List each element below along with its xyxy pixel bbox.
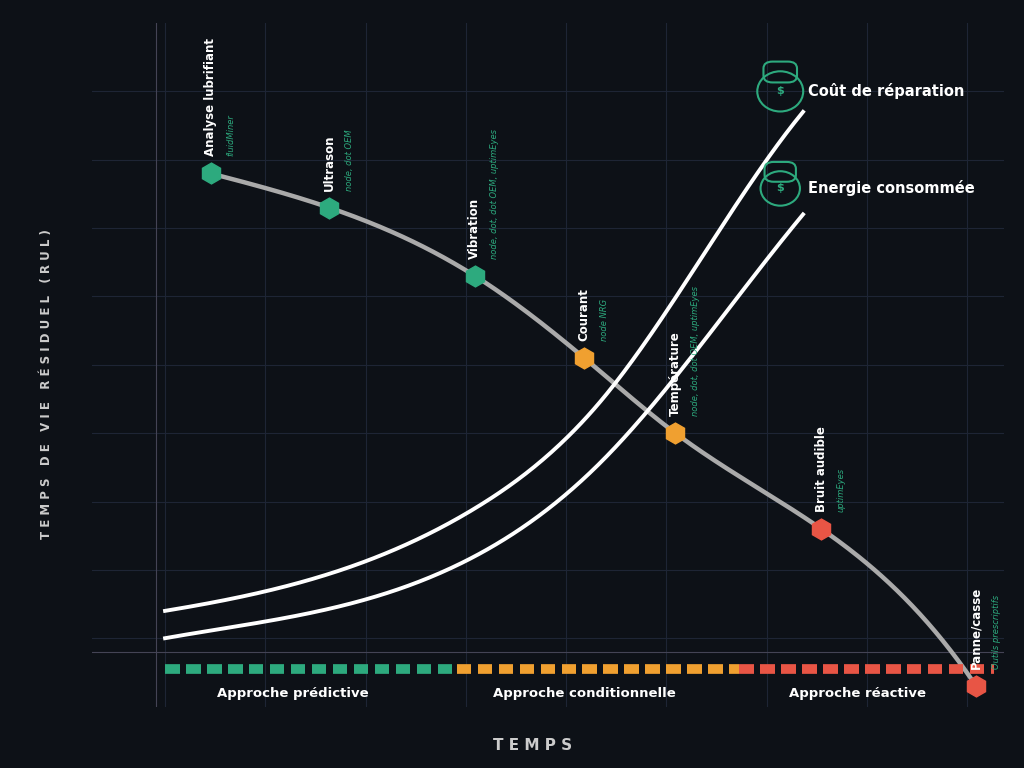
Text: T E M P S: T E M P S xyxy=(493,737,572,753)
Text: Analyse lubrifiant: Analyse lubrifiant xyxy=(204,38,217,157)
Text: Outils prescriptifs: Outils prescriptifs xyxy=(991,595,1000,669)
Text: Energie consommée: Energie consommée xyxy=(808,180,974,197)
Text: fluidMiner: fluidMiner xyxy=(226,114,236,157)
Text: node, dot OEM: node, dot OEM xyxy=(345,129,353,190)
Text: T E M P S   D E   V I E   R É S I D U E L   ( R U L ): T E M P S D E V I E R É S I D U E L ( R … xyxy=(40,229,52,539)
Text: node, dot, dot OEM, uptimEyes: node, dot, dot OEM, uptimEyes xyxy=(691,286,700,416)
Text: Panne/casse: Panne/casse xyxy=(970,587,983,669)
Text: Courant: Courant xyxy=(578,288,591,341)
Text: Approche réactive: Approche réactive xyxy=(790,687,926,700)
Text: Approche prédictive: Approche prédictive xyxy=(217,687,369,700)
Text: uptimEyes: uptimEyes xyxy=(837,468,846,511)
Text: node NRG: node NRG xyxy=(600,299,609,341)
Text: Approche conditionnelle: Approche conditionnelle xyxy=(493,687,676,700)
Text: $: $ xyxy=(776,86,784,97)
Text: Température: Température xyxy=(669,331,682,416)
Text: node, dot, dot OEM, uptimEyes: node, dot, dot OEM, uptimEyes xyxy=(490,129,500,259)
Text: Ultrason: Ultrason xyxy=(323,134,336,190)
Text: Coût de réparation: Coût de réparation xyxy=(808,84,964,99)
Text: Vibration: Vibration xyxy=(468,197,481,259)
Text: $: $ xyxy=(776,184,784,194)
Text: Bruit audible: Bruit audible xyxy=(815,426,827,511)
